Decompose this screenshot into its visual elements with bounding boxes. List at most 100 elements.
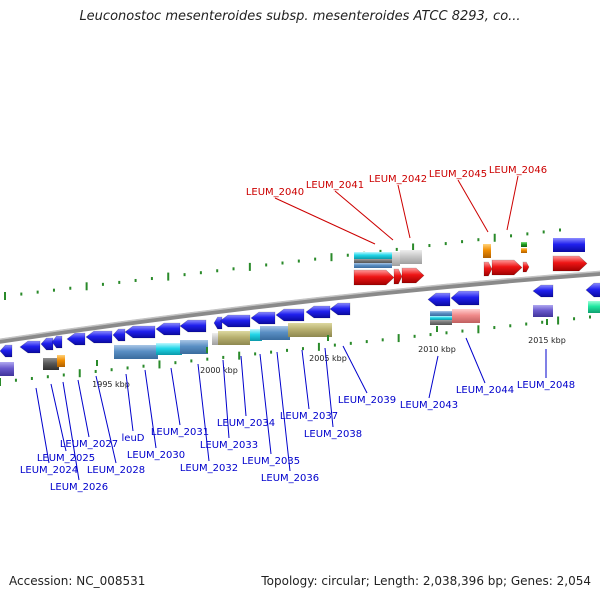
gene-block-cyan: [430, 316, 452, 320]
upper-strand-tick: [265, 263, 268, 267]
gene-label: LEUM_2028: [87, 465, 145, 476]
gene-arrow-forward: [155, 322, 181, 336]
lower-strand-tick: [206, 357, 209, 361]
gene-block-khaki: [288, 323, 332, 337]
gene-block-khaki: [218, 331, 250, 345]
gene-label: LEUM_2043: [400, 400, 458, 411]
lower-strand-tick: [222, 355, 225, 359]
gene-arrow-reverse: [522, 261, 530, 273]
gene-arrow-forward: [219, 314, 251, 328]
gene-block-steel: [260, 326, 290, 340]
gene-block-grey: [400, 250, 422, 264]
upper-strand-tick: [216, 269, 219, 273]
lower-strand-tick: [174, 361, 177, 365]
gene-arrow-forward: [213, 316, 223, 330]
leader-line: [397, 184, 411, 239]
scale-tick-label: 2010 kbp: [418, 345, 456, 354]
upper-strand-tick: [297, 259, 300, 263]
gene-block-orange: [483, 244, 491, 258]
lower-strand-tick: [190, 359, 193, 363]
highlighted-gene-label: LEUM_2042: [369, 174, 427, 185]
upper-strand-tick: [559, 228, 561, 232]
leader-line: [95, 375, 117, 464]
upper-strand-tick: [150, 277, 153, 281]
gene-block-cyan: [156, 343, 182, 355]
upper-strand-tick: [167, 272, 170, 281]
lower-strand-tick: [286, 348, 289, 352]
lower-strand-tick: [541, 320, 544, 324]
gene-block-grey: [392, 252, 400, 266]
lower-strand-tick: [589, 315, 591, 319]
lower-strand-tick: [254, 352, 257, 356]
lower-strand-tick: [62, 373, 65, 377]
lower-strand-tick: [525, 322, 528, 326]
gene-arrow-forward: [19, 340, 41, 354]
upper-strand-tick: [248, 262, 251, 271]
gene-label: LEUM_2025: [37, 453, 95, 464]
scale-tick-label: 2000 kbp: [200, 366, 238, 375]
genome-backbone-highlight: [0, 270, 600, 341]
gene-block-cyan: [250, 329, 262, 341]
upper-strand-tick: [510, 234, 513, 238]
gene-arrow-forward: [66, 332, 86, 346]
lower-strand-tick: [142, 364, 145, 368]
gene-block-steel: [180, 340, 208, 354]
lower-strand-tick: [477, 325, 480, 334]
gene-label: LEUM_2048: [517, 380, 575, 391]
lower-strand-tick: [14, 378, 17, 382]
gene-label: LEUM_2034: [217, 418, 275, 429]
upper-strand-tick: [493, 233, 496, 242]
lower-strand-tick: [0, 378, 1, 386]
gene-label: LEUM_2037: [280, 411, 338, 422]
leader-line: [428, 355, 439, 399]
gene-label: LEUM_2024: [20, 465, 78, 476]
gene-block-grey: [354, 259, 392, 263]
highlighted-gene-label: LEUM_2040: [246, 187, 304, 198]
lower-strand-tick: [110, 368, 113, 372]
gene-label: LEUM_2036: [261, 473, 319, 484]
gene-arrow-forward: [585, 282, 600, 298]
lower-strand-tick: [509, 324, 512, 328]
gene-block-cyan: [354, 252, 392, 259]
leader-line: [342, 345, 368, 394]
gene-block-grey: [212, 333, 220, 345]
leader-line: [170, 367, 181, 426]
gene-arrow-forward: [329, 302, 351, 316]
gene-label: LEUM_2035: [242, 456, 300, 467]
upper-strand-tick: [101, 282, 104, 286]
leader-line: [62, 381, 80, 481]
gene-label: LEUM_2033: [200, 440, 258, 451]
accession-info: Accession: NC_008531: [9, 574, 146, 588]
leader-line: [50, 383, 67, 452]
lower-strand-tick: [126, 366, 129, 370]
gene-arrow-forward: [450, 290, 480, 306]
gene-arrow-forward: [85, 330, 113, 344]
leader-line: [197, 363, 210, 462]
scale-tick-label: 1995 kbp: [92, 380, 130, 389]
upper-strand-tick: [36, 290, 39, 294]
upper-strand-tick: [346, 253, 349, 257]
gene-label: LEUM_2032: [180, 463, 238, 474]
lower-strand-tick: [78, 369, 81, 378]
gene-block-steel: [354, 263, 392, 268]
highlighted-gene-label: LEUM_2046: [489, 165, 547, 176]
leader-line: [125, 373, 134, 432]
gene-label: LEUM_2030: [127, 450, 185, 461]
upper-strand-tick: [52, 288, 55, 292]
lower-strand-tick: [238, 351, 241, 360]
scale-tick-label: 2005 kbp: [309, 354, 347, 363]
gene-arrow-reverse: [401, 267, 425, 284]
gene-label: LEUM_2026: [50, 482, 108, 493]
highlighted-gene-label: LEUM_2041: [306, 180, 364, 191]
gene-arrow-forward: [427, 292, 451, 307]
upper-strand-tick: [232, 267, 235, 271]
gene-arrow-forward: [0, 344, 13, 358]
lower-strand-tick: [94, 369, 97, 373]
genome-backbone: [0, 270, 600, 344]
leader-line: [324, 347, 334, 428]
page-title: Leuconostoc mesenteroides subsp. mesente…: [79, 9, 521, 24]
upper-strand-tick: [395, 247, 398, 251]
upper-strand-tick: [85, 282, 88, 291]
upper-strand-tick: [183, 273, 186, 277]
